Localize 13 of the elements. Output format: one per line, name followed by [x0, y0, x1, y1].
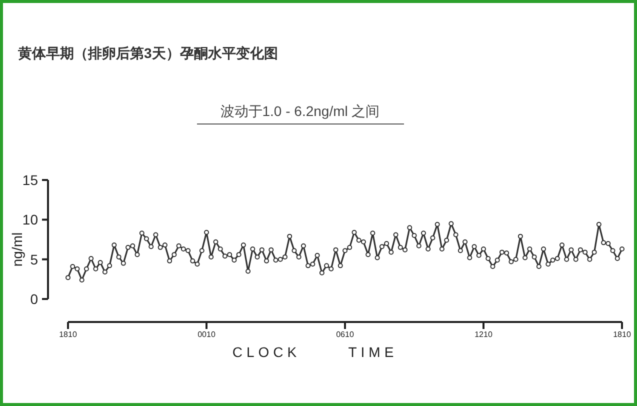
x-tick-label: 1210 [474, 330, 493, 339]
y-tick-label: 0 [30, 291, 38, 307]
y-tick-label: 10 [22, 212, 38, 228]
x-tick-label: 0610 [336, 330, 354, 339]
x-tick-label: 1810 [59, 330, 78, 339]
x-tick-label: 0010 [198, 330, 216, 339]
y-axis-title: ng/ml [9, 232, 25, 267]
chart-title: 黄体早期（排卵后第3天）孕酮水平变化图 [17, 45, 278, 61]
y-tick-label: 15 [22, 172, 38, 188]
x-tick-label: 1810 [613, 330, 632, 339]
y-tick-label: 5 [30, 251, 38, 268]
chart-subtitle: 波动于1.0 - 6.2ng/ml 之间 [220, 103, 380, 119]
x-axis-title: CLOCK TIME [232, 344, 398, 360]
